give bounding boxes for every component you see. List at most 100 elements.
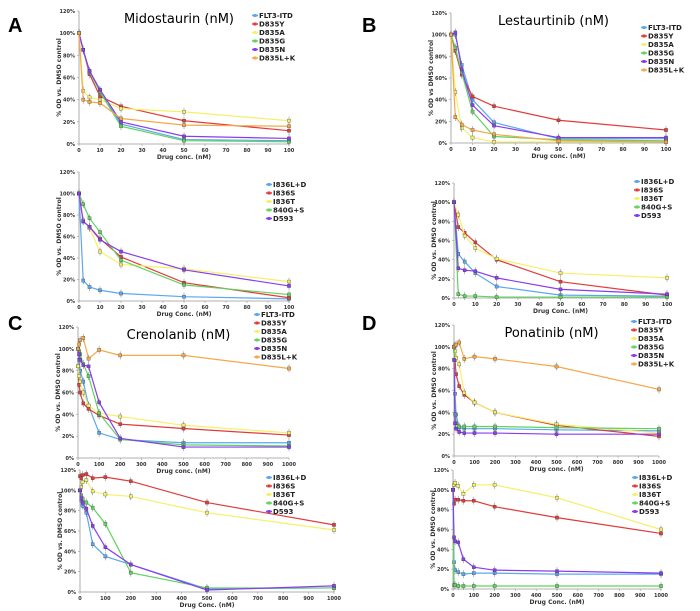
data-point xyxy=(87,100,92,104)
data-point xyxy=(118,436,122,441)
legend-label: D835G xyxy=(638,344,664,352)
x-tick-label: 600 xyxy=(199,462,210,468)
data-point xyxy=(657,432,661,436)
data-point xyxy=(118,422,122,426)
data-point xyxy=(77,352,81,357)
legend-label: D835A xyxy=(261,328,287,336)
y-tick-label: 100% xyxy=(432,33,447,39)
data-point xyxy=(659,527,663,532)
legend-marker xyxy=(642,51,646,55)
x-axis-label: Drug Conc. (nM) xyxy=(529,599,584,606)
data-point xyxy=(98,230,102,234)
data-point xyxy=(461,498,466,503)
y-tick-label: 120% xyxy=(435,181,450,187)
data-point xyxy=(81,97,85,102)
data-point xyxy=(493,431,497,435)
chart-a-top: 0% 20% 40% 60% 80% 100% 120% 0 10 20 30 40 50 60 70 80 9… xyxy=(56,9,296,161)
x-tick-label: 60 xyxy=(577,147,584,153)
data-point xyxy=(98,87,102,92)
data-point xyxy=(492,504,497,509)
x-tick-label: 600 xyxy=(572,460,583,466)
data-point xyxy=(462,424,466,429)
x-tick-label: 60 xyxy=(202,148,209,154)
data-point xyxy=(452,358,456,362)
data-point xyxy=(129,562,133,567)
y-tick-label: 0% xyxy=(442,296,451,302)
data-point xyxy=(129,570,133,575)
y-tick-label: 100% xyxy=(61,488,76,494)
data-point xyxy=(98,249,102,254)
x-tick-label: 40 xyxy=(160,305,167,311)
data-point xyxy=(470,128,475,132)
x-tick-label: 0 xyxy=(449,147,453,153)
legend-marker xyxy=(267,183,271,186)
x-tick-label: 400 xyxy=(531,593,542,599)
data-point xyxy=(472,424,477,429)
x-tick-label: 1000 xyxy=(327,596,341,602)
x-tick-label: 200 xyxy=(126,596,137,602)
data-point xyxy=(205,510,209,515)
panel-label-d: D xyxy=(362,313,376,335)
x-tick-label: 50 xyxy=(555,147,562,153)
data-point xyxy=(554,432,559,436)
data-point xyxy=(461,557,466,562)
series-d835a xyxy=(452,342,661,438)
data-point xyxy=(470,109,475,114)
x-tick-label: 300 xyxy=(510,593,521,599)
legend-label: 840G+S xyxy=(641,204,672,212)
data-point xyxy=(456,225,461,229)
data-point xyxy=(493,424,497,429)
x-tick-label: 0 xyxy=(452,302,456,308)
data-point xyxy=(97,348,101,352)
series-d835g xyxy=(452,342,661,433)
chart-c-top: 0%20%40%60%80%100%120%0 100 200 300 400 500 60… xyxy=(55,311,298,475)
legend-marker xyxy=(635,180,639,183)
legend-marker xyxy=(633,501,637,505)
x-tick-label: 400 xyxy=(531,460,542,466)
x-tick-label: 900 xyxy=(303,596,314,602)
data-point xyxy=(181,445,186,449)
data-point xyxy=(78,390,82,395)
legend-marker xyxy=(253,14,257,17)
x-tick-label: 700 xyxy=(220,462,231,468)
y-tick-label: 20% xyxy=(63,278,75,284)
chart-c-bottom: 0% 20% 40% 60% 80% 100% 120% 0 100 200 300 400 500 60… xyxy=(57,468,341,609)
legend-label: I836L+D xyxy=(641,178,675,186)
data-point xyxy=(97,400,101,405)
x-tick-label: 300 xyxy=(510,460,521,466)
y-tick-label: 40% xyxy=(435,98,447,104)
legend-label: D593 xyxy=(641,212,662,220)
data-point xyxy=(454,342,458,347)
y-tick-label: 60% xyxy=(438,239,450,245)
x-tick-label: 10 xyxy=(97,305,104,311)
data-point xyxy=(473,240,478,245)
legend-label: D835A xyxy=(259,29,285,37)
data-point xyxy=(90,542,95,546)
data-point xyxy=(453,539,457,544)
data-point xyxy=(78,357,82,362)
data-point xyxy=(86,356,91,361)
data-point xyxy=(98,288,102,292)
legend-marker xyxy=(642,60,646,63)
series-d835l-k xyxy=(449,30,668,146)
x-tick-label: 80 xyxy=(620,147,627,153)
y-tick-label: 60% xyxy=(437,528,449,534)
data-point xyxy=(97,411,101,415)
legend-label: D835N xyxy=(261,345,287,353)
x-tick-label: 20 xyxy=(118,148,125,154)
data-point xyxy=(453,497,457,502)
legend-marker xyxy=(635,188,639,192)
data-point xyxy=(332,584,336,588)
data-point xyxy=(118,414,122,419)
y-tick-label: 80% xyxy=(438,367,450,373)
y-tick-label: 100% xyxy=(60,192,75,198)
legend-marker xyxy=(642,26,646,29)
data-point xyxy=(492,483,497,487)
data-point xyxy=(287,284,291,288)
data-point xyxy=(470,135,475,140)
data-point xyxy=(452,200,456,204)
x-tick-label: 0 xyxy=(77,148,81,154)
x-tick-label: 500 xyxy=(202,596,213,602)
